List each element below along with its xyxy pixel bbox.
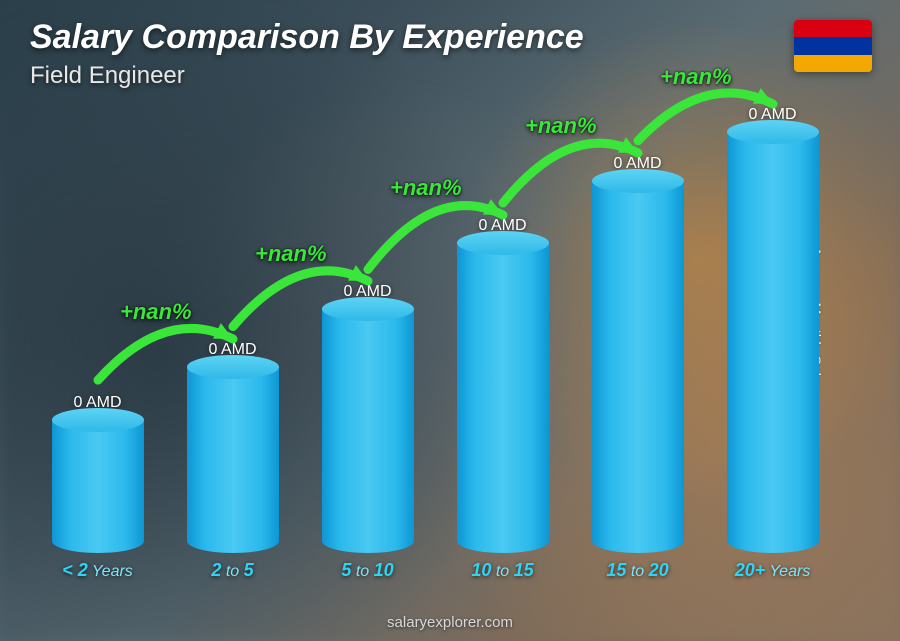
chart-area: 0 AMD0 AMD0 AMD0 AMD0 AMD0 AMD < 2 Years… bbox=[30, 110, 840, 581]
flag-stripe-1 bbox=[794, 20, 872, 37]
bar bbox=[322, 309, 414, 553]
x-axis-labels: < 2 Years2 to 55 to 1010 to 1515 to 2020… bbox=[30, 560, 840, 581]
bar-body bbox=[457, 243, 549, 553]
bar-column: 0 AMD bbox=[570, 110, 705, 553]
chart-title: Salary Comparison By Experience bbox=[30, 18, 584, 57]
bar-body bbox=[187, 367, 279, 553]
bar-top-ellipse bbox=[322, 297, 414, 321]
bar bbox=[592, 181, 684, 553]
chart-subtitle: Field Engineer bbox=[30, 62, 185, 90]
bar-column: 0 AMD bbox=[435, 110, 570, 553]
x-axis-label: 10 to 15 bbox=[435, 560, 570, 581]
chart-canvas: Salary Comparison By Experience Field En… bbox=[0, 0, 900, 641]
bar-column: 0 AMD bbox=[705, 110, 840, 553]
x-axis-label: 15 to 20 bbox=[570, 560, 705, 581]
bar-top-ellipse bbox=[187, 355, 279, 379]
bar-body bbox=[592, 181, 684, 553]
x-axis-label: 2 to 5 bbox=[165, 560, 300, 581]
bars-container: 0 AMD0 AMD0 AMD0 AMD0 AMD0 AMD bbox=[30, 110, 840, 553]
x-axis-label: 20+ Years bbox=[705, 560, 840, 581]
bar-column: 0 AMD bbox=[300, 110, 435, 553]
bar-top-ellipse bbox=[727, 120, 819, 144]
flag-stripe-3 bbox=[794, 55, 872, 72]
bar-column: 0 AMD bbox=[165, 110, 300, 553]
bar bbox=[52, 420, 144, 553]
bar-top-ellipse bbox=[52, 408, 144, 432]
flag-stripe-2 bbox=[794, 37, 872, 54]
bar-body bbox=[727, 132, 819, 553]
bar bbox=[457, 243, 549, 553]
country-flag-armenia bbox=[794, 20, 872, 72]
bar bbox=[187, 367, 279, 553]
bar bbox=[727, 132, 819, 553]
bar-body bbox=[322, 309, 414, 553]
x-axis-label: < 2 Years bbox=[30, 560, 165, 581]
bar-top-ellipse bbox=[592, 169, 684, 193]
x-axis-label: 5 to 10 bbox=[300, 560, 435, 581]
footer-attribution: salaryexplorer.com bbox=[0, 614, 900, 631]
bar-column: 0 AMD bbox=[30, 110, 165, 553]
bar-top-ellipse bbox=[457, 231, 549, 255]
bar-body bbox=[52, 420, 144, 553]
